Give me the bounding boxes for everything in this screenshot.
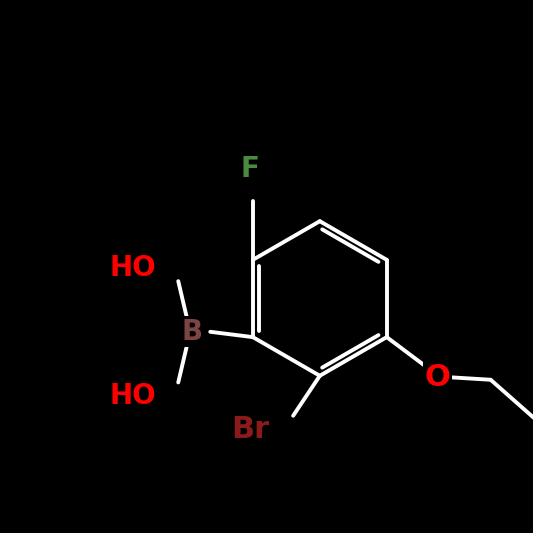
Text: Br: Br bbox=[231, 415, 269, 443]
Text: HO: HO bbox=[109, 254, 156, 282]
Text: O: O bbox=[424, 362, 450, 392]
Text: F: F bbox=[241, 155, 260, 182]
Text: B: B bbox=[181, 318, 202, 346]
Text: HO: HO bbox=[109, 382, 156, 410]
